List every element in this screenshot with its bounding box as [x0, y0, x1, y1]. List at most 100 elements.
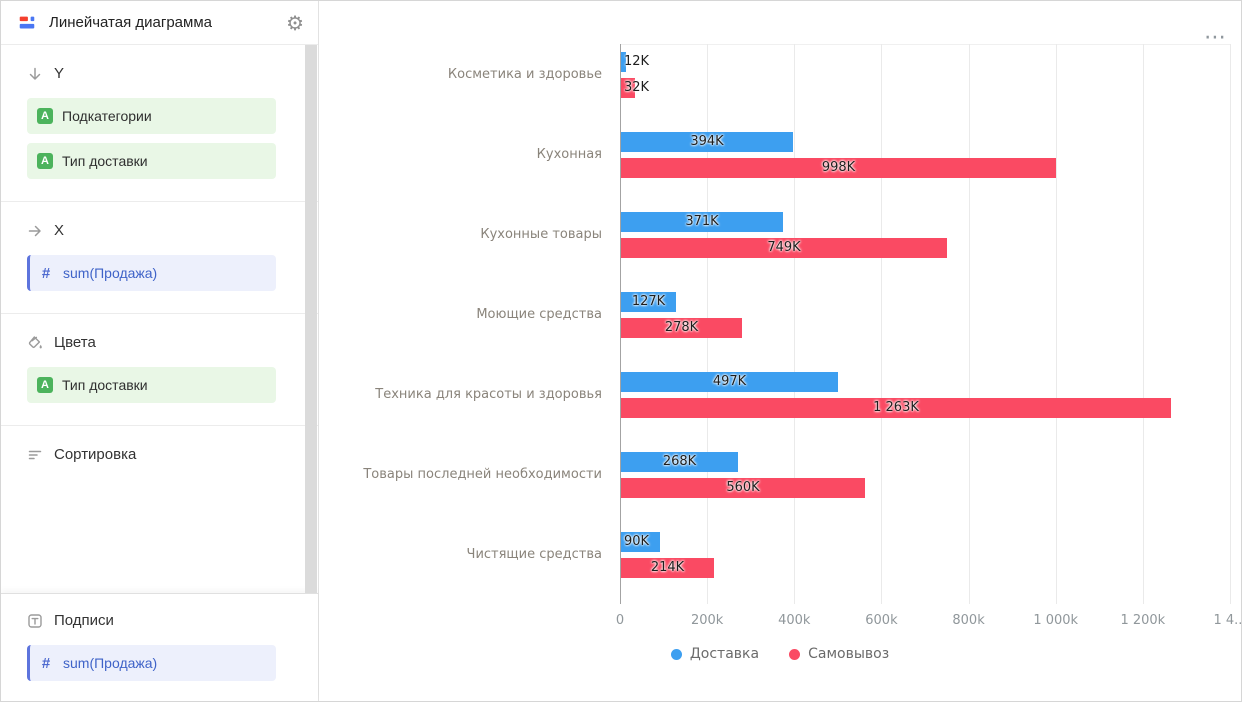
sidebar-header: Линейчатая диаграмма ⚙	[1, 1, 318, 45]
bar-segment[interactable]	[621, 318, 742, 338]
x-axis-tick-label: 0	[615, 613, 625, 628]
bar-segment[interactable]	[621, 478, 865, 498]
bar-value-label: 394K	[690, 134, 724, 149]
x-field-list: # sum(Продажа)	[27, 255, 276, 291]
text-icon	[27, 613, 43, 629]
gridline	[968, 44, 970, 604]
legend-label: Самовывоз	[808, 646, 890, 662]
arrow-down-icon	[27, 66, 43, 82]
chart-pane: ⋯ 0 200k 400k 600k 800k 1 000k 1 200k 1 4... Кос…	[319, 1, 1241, 701]
chart-legend: Доставка Самовывоз	[319, 646, 1241, 662]
bar-segment[interactable]	[621, 212, 783, 232]
bar-segment[interactable]	[621, 452, 738, 472]
bar-segment[interactable]	[621, 532, 660, 552]
section-divider	[1, 313, 318, 314]
arrow-right-icon	[27, 223, 43, 239]
section-colors-header: Цвета	[27, 334, 276, 351]
dimension-icon: A	[37, 153, 53, 169]
section-labels: Подписи # sum(Продажа)	[1, 593, 318, 701]
colors-field-list: A Тип доставки	[27, 367, 276, 403]
category-label: Моющие средства	[476, 307, 602, 322]
bar-chart: 0 200k 400k 600k 800k 1 000k 1 200k 1 4... Косме…	[319, 1, 1241, 701]
bar-value-label: 90K	[624, 534, 650, 549]
x-axis-tick-label: 1 4...	[1213, 613, 1241, 628]
legend-swatch-icon	[670, 648, 682, 660]
bar-segment[interactable]	[621, 398, 1171, 418]
chart-menu-ellipsis-icon[interactable]: ⋯	[1204, 25, 1227, 50]
x-axis-tick-label: 400k	[778, 613, 811, 628]
measure-icon: #	[41, 264, 51, 282]
field-chip-podkategorii[interactable]: A Подкатегории	[27, 98, 276, 134]
field-label: Подкатегории	[62, 108, 152, 124]
section-x-header: X	[27, 222, 276, 239]
bar-segment[interactable]	[621, 132, 793, 152]
chart-type-title: Линейчатая диаграмма	[49, 14, 212, 31]
section-label-labels: Подписи	[54, 612, 114, 629]
field-label: Тип доставки	[62, 377, 148, 393]
settings-gear-icon[interactable]: ⚙	[286, 10, 304, 35]
bar-segment[interactable]	[621, 558, 714, 578]
section-divider	[1, 425, 318, 426]
bar-segment[interactable]	[621, 158, 1056, 178]
labels-field-list: # sum(Продажа)	[27, 645, 276, 681]
category-label: Товары последней необходимости	[363, 467, 602, 482]
field-chip-tip-dostavki[interactable]: A Тип доставки	[27, 143, 276, 179]
paint-bucket-icon	[27, 335, 43, 351]
bar-segment[interactable]	[621, 52, 626, 72]
section-colors: Цвета A Тип доставки	[1, 314, 318, 425]
field-label: sum(Продажа)	[63, 655, 158, 671]
bar-value-label: 214K	[650, 560, 685, 575]
bar-segment[interactable]	[621, 372, 838, 392]
field-label: Тип доставки	[62, 153, 148, 169]
bar-value-label: 268K	[662, 454, 697, 469]
y-field-list: A Подкатегории A Тип доставки	[27, 98, 276, 179]
category-label: Косметика и здоровье	[447, 67, 602, 82]
bar-segment[interactable]	[621, 78, 635, 98]
section-label-y: Y	[54, 65, 65, 82]
category-label: Чистящие средства	[466, 547, 602, 562]
x-axis-tick-label: 200k	[690, 613, 724, 628]
y-axis-line	[620, 44, 621, 604]
section-y-header: Y	[27, 65, 276, 82]
field-chip-sum-prodazha-labels[interactable]: # sum(Продажа)	[27, 645, 276, 681]
category-label: Техника для красоты и здоровья	[375, 387, 602, 402]
x-axis-tick-label: 800k	[952, 613, 985, 628]
sidebar-scrollbar[interactable]	[305, 45, 317, 593]
field-chip-tip-dostavki-colors[interactable]: A Тип доставки	[27, 367, 276, 403]
section-divider	[1, 201, 318, 202]
category-label: Кухонная	[536, 147, 602, 162]
legend-label: Доставка	[689, 646, 760, 662]
category-label: Кухонные товары	[480, 227, 602, 242]
measure-icon: #	[41, 654, 51, 672]
legend-item[interactable]: Самовывоз	[789, 646, 889, 662]
sidebar: Линейчатая диаграмма ⚙ Y A Подкат	[1, 1, 319, 701]
bar-value-label: 497K	[712, 374, 747, 389]
gridline	[881, 44, 883, 604]
bar-value-label: 12K	[624, 54, 650, 69]
bar-value-label: 371K	[685, 214, 719, 229]
legend-item[interactable]: Доставка	[670, 646, 760, 662]
section-label-x: X	[54, 222, 65, 239]
x-axis-tick-label: 1 000k	[1033, 613, 1079, 628]
app-logo-icon[interactable]	[15, 11, 39, 35]
section-y: Y A Подкатегории A Тип доставки	[1, 45, 318, 201]
section-label-colors: Цвета	[54, 334, 96, 351]
bar-value-label: 749K	[767, 240, 801, 255]
sort-icon	[27, 447, 43, 463]
plot-top-border	[620, 44, 1230, 45]
gridline	[794, 44, 796, 604]
x-axis-tick-label: 1 200k	[1120, 613, 1166, 628]
dimension-icon: A	[37, 108, 53, 124]
field-chip-sum-prodazha[interactable]: # sum(Продажа)	[27, 255, 276, 291]
bar-value-label: 278K	[664, 320, 699, 335]
section-x: X # sum(Продажа)	[1, 202, 318, 313]
gridline	[1055, 44, 1057, 604]
field-label: sum(Продажа)	[63, 265, 158, 281]
x-axis-tick-label: 600k	[865, 613, 898, 628]
sidebar-scroll-area: Y A Подкатегории A Тип доставки	[1, 45, 318, 593]
section-sorting: Сортировка	[1, 426, 318, 593]
bar-segment[interactable]	[621, 292, 676, 312]
bar-segment[interactable]	[621, 238, 947, 258]
gridline	[1142, 44, 1144, 604]
